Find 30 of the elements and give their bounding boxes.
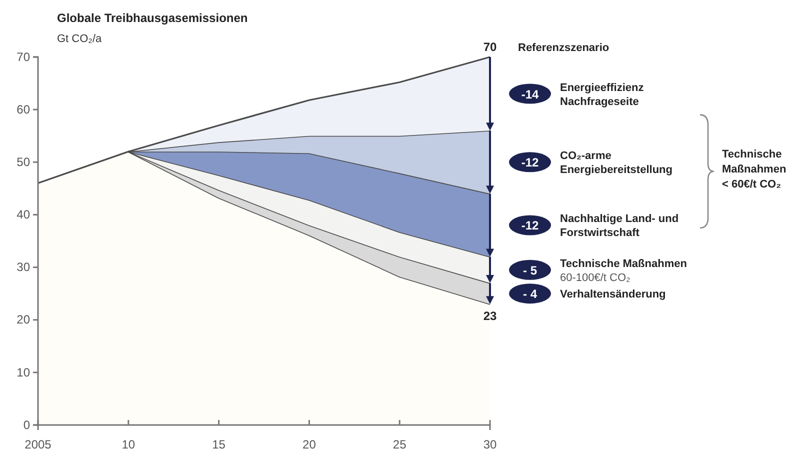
- y-tick-label: 30: [16, 260, 30, 274]
- y-tick-label: 50: [16, 154, 30, 169]
- x-tick-label: 20: [302, 438, 316, 452]
- y-tick-label: 10: [16, 365, 30, 380]
- text: Nachhaltige Land- und Forstwirtschaft: [560, 213, 679, 240]
- text: CO₂-arme Energiebereitstellung: [560, 150, 672, 176]
- x-tick-label: 15: [212, 438, 226, 452]
- text: -12: [521, 218, 539, 233]
- text: -14: [521, 87, 539, 102]
- x-tick-label: 25: [392, 438, 407, 452]
- data-label: 23: [483, 309, 497, 324]
- text: Technische Maßnahmen 60-100€/t CO₂: [560, 258, 688, 284]
- y-tick-label: 20: [16, 312, 30, 327]
- text: Verhaltensänderung: [560, 288, 666, 301]
- text: Technische Maßnahmen < 60€/t CO₂: [722, 148, 786, 190]
- text: - 5: [522, 263, 538, 278]
- text: -12: [521, 156, 539, 170]
- y-axis-title: Gt CO₂/a: [57, 33, 102, 45]
- text: Referenzszenario: [518, 42, 610, 54]
- chart-title: Globale Treibhausgasemissionen: [57, 11, 248, 25]
- y-tick-label: 60: [16, 102, 30, 116]
- y-tick-label: 0: [23, 418, 30, 432]
- x-tick-label: 2005: [24, 438, 52, 452]
- y-tick-label: 70: [16, 50, 30, 64]
- y-tick-label: 40: [16, 208, 30, 222]
- text: - 4: [522, 287, 538, 302]
- total-label: 70: [483, 40, 497, 54]
- x-tick-label: 10: [122, 438, 136, 452]
- x-tick-label: 30: [483, 438, 497, 452]
- text: Energieeffizienz Nachfrageseite: [560, 82, 644, 108]
